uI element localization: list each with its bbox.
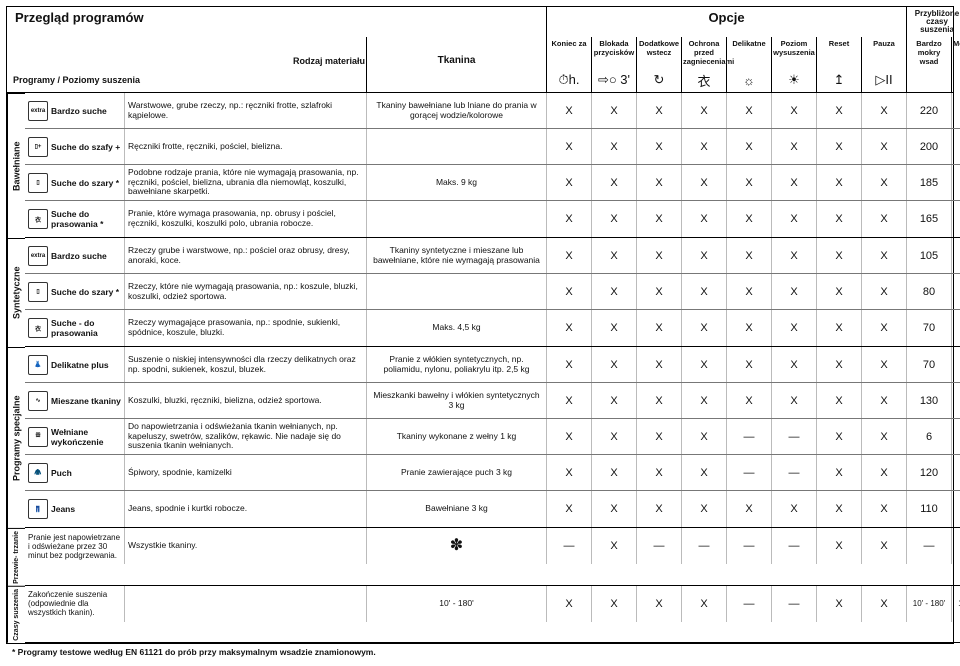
fabric-cotton-0: Tkaniny bawełniane lub lniane do prania … [367,93,547,128]
opt-icon-2: ↻ [637,68,682,92]
opt-icon-5: ☀ [772,68,817,92]
opt-icon-1: ⇨○ 3' [592,68,637,92]
cat-cotton: Bawełniane extraBardzo suche Warstwowe, … [7,93,953,238]
opt-icon-4: ☼ [727,68,772,92]
row-syn-2: ⾐Suche - do prasowania Rzeczy wymagające… [25,310,960,346]
fan-icon: ✽ [367,528,547,564]
prog-icon: 🧥 [28,463,48,483]
opt-col-6: Reset [817,37,862,68]
prog-icon: ⾐ [28,318,48,338]
header-icons: Programy / Poziomy suszenia ⏱h. ⇨○ 3' ↻ … [7,68,953,93]
prog-icon: extra [28,246,48,266]
prog-icon: ∿ [28,391,48,411]
programs-levels-label: Programy / Poziomy suszenia [7,68,367,92]
time-col-1: Mokry wsad [952,37,960,68]
top-titles: Przegląd programów Opcje Przybliżone cza… [7,7,953,37]
cat-label-airing: Przewie- trzanie [7,528,25,586]
fabric-cotton-weight: Maks. 9 kg [367,165,547,200]
opt-col-5: Poziom wysuszenia [772,37,817,68]
cat-times: Czasy suszenia Zakończenie suszenia (odp… [7,586,953,643]
row-cotton-0: extraBardzo suche Warstwowe, grube rzecz… [25,93,960,129]
row-cotton-2: ▯Suche do szary * Podobne rodzaje prania… [25,165,960,201]
opt-icon-6: ↥ [817,68,862,92]
row-time-0: Zakończenie suszenia (odpowiednie dla ws… [25,586,960,622]
footnote: * Programy testowe według EN 61121 do pr… [6,644,954,660]
opt-col-2: Dodatkowe wstecz [637,37,682,68]
opt-col-7: Pauza [862,37,907,68]
cat-synthetic: Syntetyczne extraBardzo suche Rzeczy gru… [7,238,953,347]
opt-icon-7: ▷II [862,68,907,92]
row-sp-4: 👖Jeans Jeans, spodnie i kurtki robocze. … [25,491,960,527]
row-sp-0: 👗Delikatne plus Suszenie o niskiej inten… [25,347,960,383]
prog-icon: ⾐ [28,209,48,229]
opt-col-0: Koniec za [547,37,592,68]
prog-icon: extra [28,101,48,121]
time-col-0: Bardzo mokry wsad [907,37,952,68]
opt-icon-3: ⾐ [682,68,727,92]
program-table: Przegląd programów Opcje Przybliżone cza… [6,6,954,644]
opt-col-4: Delikatne [727,37,772,68]
row-syn-0: extraBardzo suche Rzeczy grube i warstwo… [25,238,960,274]
prog-icon: ▯ [28,282,48,302]
opt-col-1: Blokada przycisków [592,37,637,68]
row-sp-1: ∿Mieszane tkaniny Koszulki, bluzki, ręcz… [25,383,960,419]
header-labels: Rodzaj materiału Tkanina Koniec za Bloka… [7,37,953,68]
cat-label-times: Czasy suszenia [7,586,25,643]
row-cotton-1: ▯+Suche do szafy + Ręczniki frotte, ręcz… [25,129,960,165]
title-main: Przegląd programów [7,7,547,37]
row-sp-2: ꕥWełniane wykończenie Do napowietrzania … [25,419,960,455]
material-label: Rodzaj materiału [7,37,367,68]
prog-icon: 👗 [28,355,48,375]
prog-icon: 👖 [28,499,48,519]
cat-special: Programy specjalne 👗Delikatne plus Susze… [7,347,953,528]
opt-col-3: Ochrona przed zagnieceniami [682,37,727,68]
row-sp-3: 🧥Puch Śpiwory, spodnie, kamizelki Pranie… [25,455,960,491]
prog-icon: ▯+ [28,137,48,157]
prog-icon: ꕥ [28,427,48,447]
cat-airing: Przewie- trzanie Pranie jest napowietrza… [7,528,953,586]
prog-icon: ▯ [28,173,48,193]
opt-icon-0: ⏱h. [547,68,592,92]
cat-label-cotton: Bawełniane [7,93,25,238]
row-air-0: Pranie jest napowietrzane i odświeżane p… [25,528,960,564]
title-opts: Opcje [547,7,907,37]
row-cotton-3: ⾐Suche do prasowania * Pranie, które wym… [25,201,960,237]
title-times: Przybliżone czasy suszenia [907,7,960,37]
cat-label-special: Programy specjalne [7,347,25,528]
fabric-label: Tkanina [367,37,547,68]
cat-label-synthetic: Syntetyczne [7,238,25,347]
row-syn-1: ▯Suche do szary * Rzeczy, które nie wyma… [25,274,960,310]
